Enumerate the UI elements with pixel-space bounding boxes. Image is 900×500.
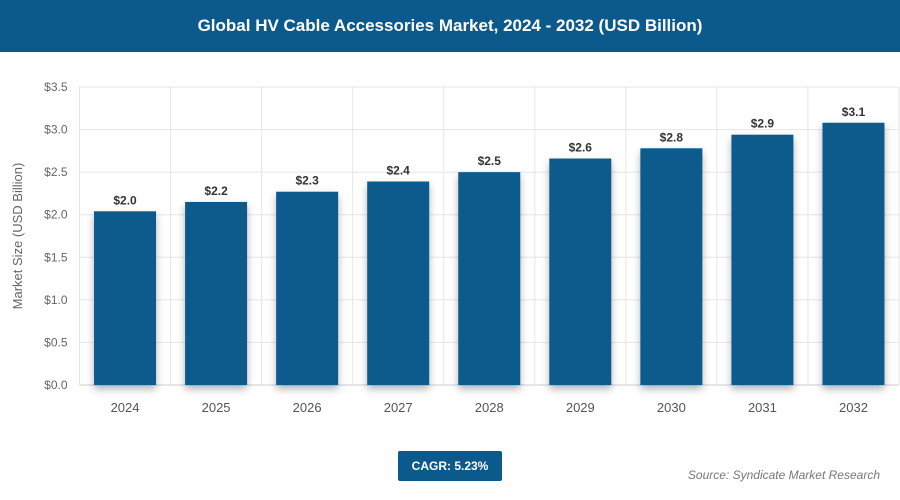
x-tick-label: 2031 xyxy=(748,400,777,415)
bar xyxy=(731,134,794,385)
x-tick-label: 2027 xyxy=(384,400,413,415)
chart-title: Global HV Cable Accessories Market, 2024… xyxy=(197,16,703,35)
bar xyxy=(185,201,248,385)
y-tick-label: $0.5 xyxy=(44,335,68,349)
y-axis-label: Market Size (USD Billion) xyxy=(10,163,25,310)
bar-chart: $0.0 $0.5 $1.0 $1.5 $2.0 $2.5 $3.0 $3.5 Market S… xyxy=(10,80,900,415)
data-label: $2.4 xyxy=(387,164,411,178)
source-note: Source: Syndicate Market Research xyxy=(687,468,880,482)
x-tick-label: 2024 xyxy=(111,400,140,415)
data-label: $2.5 xyxy=(478,154,502,168)
bar xyxy=(549,158,612,385)
bar xyxy=(458,172,521,385)
cagr-badge: CAGR: 5.23% xyxy=(398,451,502,481)
data-label: $2.3 xyxy=(295,174,319,188)
y-tick-label: $3.5 xyxy=(44,80,68,94)
data-label: $2.9 xyxy=(751,117,775,131)
y-tick-label: $1.0 xyxy=(44,293,68,307)
x-tick-label: 2029 xyxy=(566,400,595,415)
y-tick-label: $1.5 xyxy=(44,250,68,264)
data-label: $2.0 xyxy=(113,193,137,207)
y-tick-label: $3.0 xyxy=(44,123,68,137)
bar xyxy=(276,191,339,385)
data-label: $2.6 xyxy=(569,141,593,155)
data-label: $3.1 xyxy=(842,105,866,119)
x-tick-label: 2025 xyxy=(202,400,231,415)
bar xyxy=(822,122,885,385)
y-tick-label: $2.0 xyxy=(44,208,68,222)
bar xyxy=(94,211,157,385)
y-tick-label: $0.0 xyxy=(44,378,68,392)
data-label: $2.8 xyxy=(660,130,684,144)
x-tick-label: 2026 xyxy=(293,400,322,415)
x-tick-label: 2028 xyxy=(475,400,504,415)
bar xyxy=(640,148,703,385)
data-label: $2.2 xyxy=(204,184,228,198)
x-tick-label: 2030 xyxy=(657,400,686,415)
chart-header: Global HV Cable Accessories Market, 2024… xyxy=(0,0,900,52)
bar xyxy=(367,181,430,385)
x-tick-label: 2032 xyxy=(839,400,868,415)
y-tick-label: $2.5 xyxy=(44,165,68,179)
